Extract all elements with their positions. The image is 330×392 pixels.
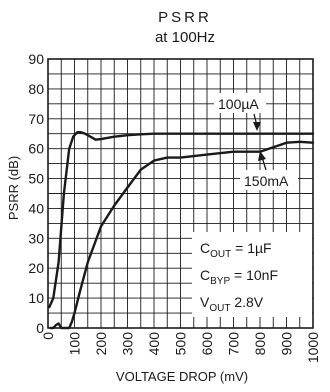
y-tick-label: 0 <box>36 320 44 336</box>
x-tick-label: 200 <box>93 332 109 356</box>
y-tick-label: 30 <box>28 230 44 246</box>
series-line-0 <box>48 130 315 309</box>
y-tick-label: 40 <box>28 200 44 216</box>
plot-frame <box>47 58 314 329</box>
x-tick-label: 1000 <box>305 332 321 363</box>
x-tick-label: 600 <box>199 332 215 356</box>
series-line-1 <box>49 140 315 330</box>
annotation-box <box>192 232 312 317</box>
y-tick-label: 90 <box>28 51 44 67</box>
annotation-cout: COUT = 1µF <box>200 240 272 260</box>
x-tick-label: 900 <box>279 332 295 356</box>
y-tick-label: 20 <box>28 260 44 276</box>
y-tick-label: 60 <box>28 141 44 157</box>
callout-arrow-100ua <box>253 113 261 131</box>
x-tick-label: 300 <box>120 332 136 356</box>
x-axis-label: VOLTAGE DROP (mV) <box>116 369 248 384</box>
x-tick-label: 100 <box>67 332 83 356</box>
series-label-100ua-bg <box>214 93 266 113</box>
y-tick-label: 50 <box>28 171 44 187</box>
series-label-150ma-bg <box>240 170 298 190</box>
x-tick-label: 400 <box>146 332 162 356</box>
series-label-150ma: 150mA <box>244 173 289 189</box>
chart-subtitle: at 100Hz <box>155 29 215 46</box>
x-tick-label: 0 <box>40 332 56 340</box>
y-axis-label: PSRR (dB) <box>6 156 21 220</box>
series-label-100ua: 100µA <box>218 96 259 112</box>
x-tick-label: 800 <box>252 332 268 356</box>
annotation-cbyp: CBYP = 10nF <box>200 267 278 287</box>
series <box>48 130 315 330</box>
callout-arrow-150ma <box>258 151 267 171</box>
chart-title: PSRR <box>158 9 212 26</box>
annotation-vout: VOUT 2.8V <box>200 294 264 314</box>
y-tick-label: 10 <box>28 290 44 306</box>
y-tick-label: 80 <box>28 81 44 97</box>
y-tick-label: 70 <box>28 111 44 127</box>
x-tick-label: 500 <box>173 332 189 356</box>
x-tick-label: 700 <box>226 332 242 356</box>
